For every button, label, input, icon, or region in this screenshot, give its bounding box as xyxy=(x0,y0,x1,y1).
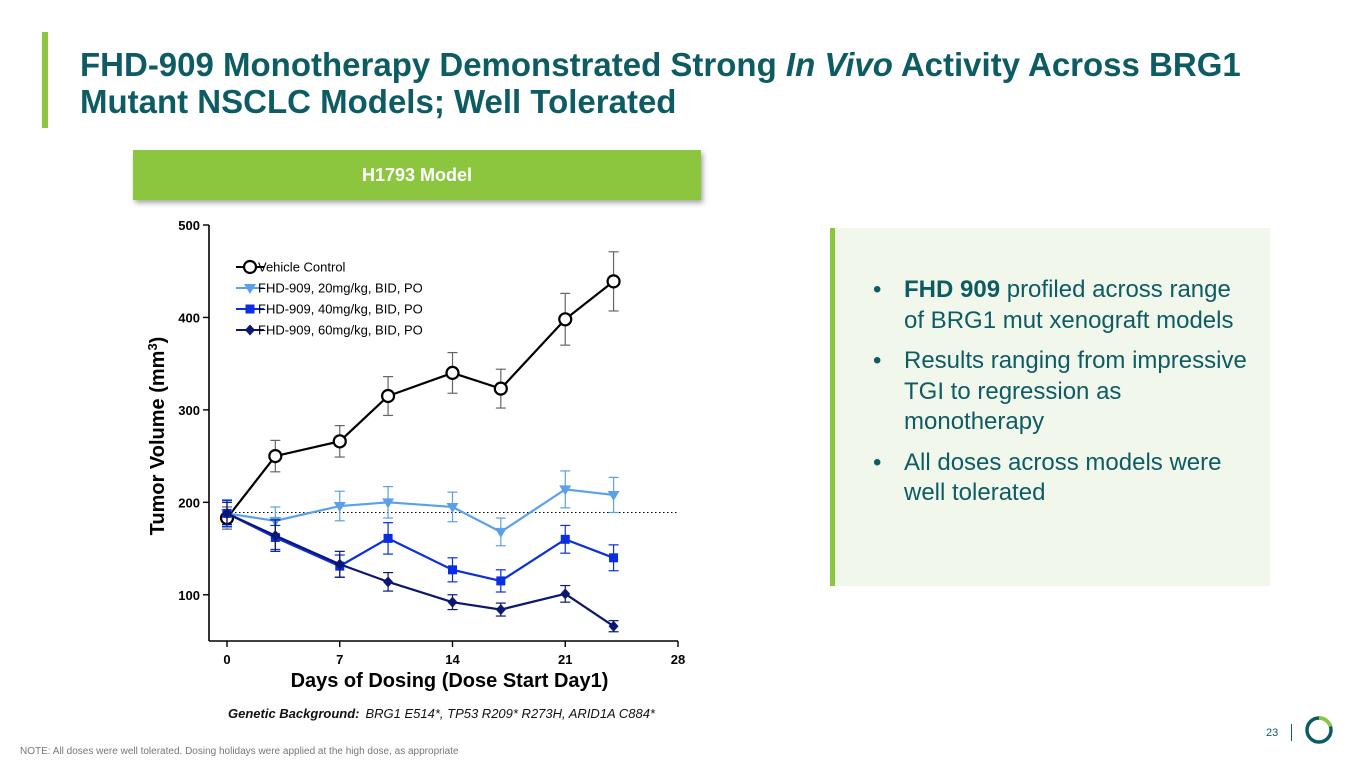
x-tick-label: 21 xyxy=(558,652,572,667)
data-point xyxy=(447,596,458,608)
page-number: 23 xyxy=(1266,727,1279,739)
data-point xyxy=(383,533,393,543)
data-point xyxy=(222,507,232,519)
x-tick-label: 28 xyxy=(671,652,685,667)
data-point xyxy=(380,388,396,404)
data-point xyxy=(382,498,395,509)
title-part-2: Activity Across BRG1 Mutant NSCLC Models… xyxy=(80,46,1241,120)
data-point xyxy=(606,274,621,289)
bullet-results-text: Results ranging from impressive TGI to r… xyxy=(904,347,1247,435)
y-tick-label: 400 xyxy=(178,310,200,325)
genetic-background-value: BRG1 E514*, TP53 R209* R273H, ARID1A C88… xyxy=(365,706,655,721)
x-tick-label: 7 xyxy=(336,652,343,667)
y-tick-label: 500 xyxy=(178,218,200,233)
data-point xyxy=(493,381,508,396)
data-point xyxy=(608,620,619,632)
y-axis-title-superscript: 3 xyxy=(145,343,160,350)
key-points-list: FHD 909 profiled across range of BRG1 mu… xyxy=(873,275,1253,519)
series-3 xyxy=(222,499,619,593)
data-point xyxy=(609,553,619,563)
legend-marker xyxy=(242,259,258,275)
bullet-tolerated-text: All doses across models were well tolera… xyxy=(904,448,1222,507)
title-italic: In Vivo xyxy=(785,46,893,83)
page-title: FHD-909 Monotherapy Demonstrated Strong … xyxy=(80,46,1280,120)
data-point xyxy=(607,490,620,501)
data-point xyxy=(332,434,347,449)
series-4 xyxy=(222,501,619,633)
series-line xyxy=(226,512,614,583)
model-banner-label: H1793 Model xyxy=(361,164,473,185)
data-point xyxy=(268,449,283,464)
genetic-background: Genetic Background: BRG1 E514*, TP53 R209… xyxy=(228,706,655,721)
series-2 xyxy=(221,470,620,547)
data-point xyxy=(448,565,457,575)
footnote: NOTE: All doses were well tolerated. Dos… xyxy=(20,746,459,757)
legend-label: FHD-909, 40mg/kg, BID, PO xyxy=(258,302,423,317)
legend-label: FHD-909, 60mg/kg, BID, PO xyxy=(258,323,423,338)
bullet-profiled: FHD 909 profiled across range of BRG1 mu… xyxy=(873,275,1253,336)
chart-legend: Vehicle Control FHD-909, 20mg/kg, BID, PO… xyxy=(236,260,423,338)
data-point xyxy=(495,604,506,616)
x-axis-title: Days of Dosing (Dose Start Day1) xyxy=(291,670,609,692)
data-point xyxy=(383,576,394,588)
data-point xyxy=(558,312,573,327)
legend-label: Vehicle Control xyxy=(258,260,346,275)
tumor-volume-chart: 100 200 300 400 500 0 7 14 21 28 Days of Dosing (D… xyxy=(145,218,686,692)
series-line xyxy=(226,488,614,534)
series-1 xyxy=(219,251,621,530)
x-tick-label: 0 xyxy=(223,652,230,667)
data-point xyxy=(334,558,345,570)
title-part-1: FHD-909 Monotherapy Demonstrated Strong xyxy=(80,46,786,83)
series-line xyxy=(226,512,615,628)
data-point xyxy=(560,588,571,600)
data-point xyxy=(445,365,460,381)
data-point xyxy=(559,485,572,496)
x-tick-label: 14 xyxy=(445,652,460,667)
legend-marker xyxy=(245,324,255,336)
y-axis-title-close: ) xyxy=(147,337,169,344)
data-point xyxy=(560,534,570,544)
data-point xyxy=(494,527,507,538)
bullet-profiled-bold: FHD 909 xyxy=(904,276,1001,303)
data-point xyxy=(446,502,459,513)
data-point xyxy=(333,502,346,513)
series-line xyxy=(226,280,615,519)
y-tick-label: 300 xyxy=(178,403,200,418)
company-logo-icon xyxy=(1305,716,1333,744)
bullet-tolerated: All doses across models were well tolera… xyxy=(873,448,1253,509)
data-point xyxy=(496,576,506,586)
model-banner: H1793 Model xyxy=(133,150,701,200)
y-tick-label: 200 xyxy=(178,495,200,510)
legend-marker xyxy=(244,284,256,294)
page-number-divider xyxy=(1291,724,1292,741)
genetic-background-label: Genetic Background: xyxy=(228,706,360,721)
bullet-results: Results ranging from impressive TGI to r… xyxy=(873,346,1253,438)
legend-marker xyxy=(245,304,255,314)
data-point xyxy=(270,530,281,542)
key-points-panel: FHD 909 profiled across range of BRG1 mu… xyxy=(830,228,1270,586)
y-axis-title-text: Tumor Volume (mm xyxy=(147,351,169,536)
y-axis-title: Tumor Volume (mm3) xyxy=(145,337,170,536)
y-tick-label: 100 xyxy=(178,588,200,603)
title-accent-bar xyxy=(42,32,48,128)
bullet-profiled-text: profiled across range of BRG1 mut xenogr… xyxy=(904,276,1234,334)
legend-label: FHD-909, 20mg/kg, BID, PO xyxy=(258,281,423,296)
